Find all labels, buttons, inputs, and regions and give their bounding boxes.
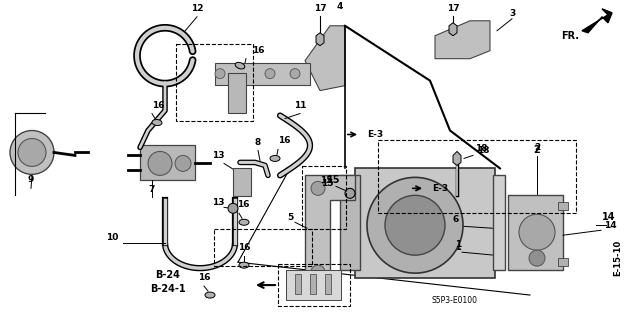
Text: 16: 16	[237, 200, 249, 209]
Bar	[228, 73, 246, 113]
Bar	[233, 168, 251, 196]
Bar	[340, 175, 360, 270]
Circle shape	[228, 203, 238, 213]
Polygon shape	[305, 26, 345, 91]
Ellipse shape	[235, 63, 245, 69]
Text: 16: 16	[152, 100, 164, 109]
Text: 16: 16	[237, 243, 250, 252]
Text: 17: 17	[314, 4, 326, 13]
Text: 2: 2	[534, 144, 540, 152]
Polygon shape	[449, 23, 457, 36]
Polygon shape	[316, 33, 324, 46]
Circle shape	[345, 188, 355, 198]
Bar	[508, 195, 563, 270]
Circle shape	[175, 155, 191, 171]
Text: 8: 8	[255, 138, 261, 147]
Text: 13: 13	[212, 198, 224, 207]
Text: 6: 6	[453, 215, 459, 224]
Text: FR.: FR.	[561, 31, 579, 41]
Bar	[215, 63, 310, 85]
Ellipse shape	[239, 219, 249, 225]
Polygon shape	[582, 9, 612, 33]
Circle shape	[18, 138, 46, 167]
Text: 6: 6	[454, 217, 461, 227]
Bar	[558, 202, 568, 210]
Text: 15: 15	[327, 175, 340, 185]
Circle shape	[519, 214, 555, 250]
Circle shape	[385, 195, 445, 255]
Bar	[493, 175, 505, 270]
Text: 3: 3	[509, 9, 515, 18]
Text: 14: 14	[602, 212, 616, 222]
Circle shape	[148, 152, 172, 175]
Text: 2: 2	[534, 145, 540, 155]
Circle shape	[290, 69, 300, 79]
Bar	[140, 145, 195, 180]
Text: 11: 11	[294, 100, 307, 109]
Text: 10: 10	[106, 233, 118, 242]
Ellipse shape	[205, 292, 215, 298]
Bar	[286, 270, 341, 300]
Text: 13: 13	[212, 152, 224, 160]
Text: S5P3-E0100: S5P3-E0100	[432, 295, 478, 305]
Polygon shape	[435, 21, 490, 59]
Text: 9: 9	[28, 175, 34, 184]
Text: 4: 4	[337, 2, 343, 11]
Bar	[325, 274, 331, 294]
Bar	[558, 258, 568, 266]
Text: 5: 5	[287, 213, 293, 222]
Circle shape	[215, 69, 225, 79]
Bar	[278, 264, 350, 306]
Text: B-24: B-24	[156, 270, 180, 280]
Circle shape	[10, 130, 54, 174]
Text: 18: 18	[477, 146, 490, 155]
Circle shape	[311, 265, 325, 279]
Circle shape	[265, 69, 275, 79]
Text: 15: 15	[321, 176, 333, 185]
Polygon shape	[305, 175, 355, 285]
Text: 1: 1	[455, 240, 461, 249]
Text: E-15-10: E-15-10	[614, 240, 623, 276]
Ellipse shape	[152, 120, 162, 126]
Text: 7: 7	[149, 185, 155, 194]
Text: 17: 17	[447, 4, 460, 13]
Bar	[295, 274, 301, 294]
Text: 12: 12	[191, 4, 204, 13]
Text: E-3: E-3	[432, 184, 448, 193]
Text: 15: 15	[321, 179, 334, 188]
Circle shape	[367, 177, 463, 273]
Text: B-24-1: B-24-1	[150, 284, 186, 294]
Text: 16: 16	[198, 273, 211, 282]
Ellipse shape	[239, 262, 249, 268]
Text: 18: 18	[475, 144, 488, 153]
Bar	[310, 274, 316, 294]
Text: E-3: E-3	[367, 130, 383, 139]
Ellipse shape	[270, 155, 280, 161]
Circle shape	[529, 250, 545, 266]
Bar	[355, 168, 495, 278]
Polygon shape	[453, 152, 461, 166]
Text: 1: 1	[454, 242, 461, 252]
Text: 16: 16	[252, 46, 264, 55]
Circle shape	[311, 182, 325, 195]
Text: 16: 16	[278, 137, 291, 145]
Text: 14: 14	[604, 221, 616, 230]
